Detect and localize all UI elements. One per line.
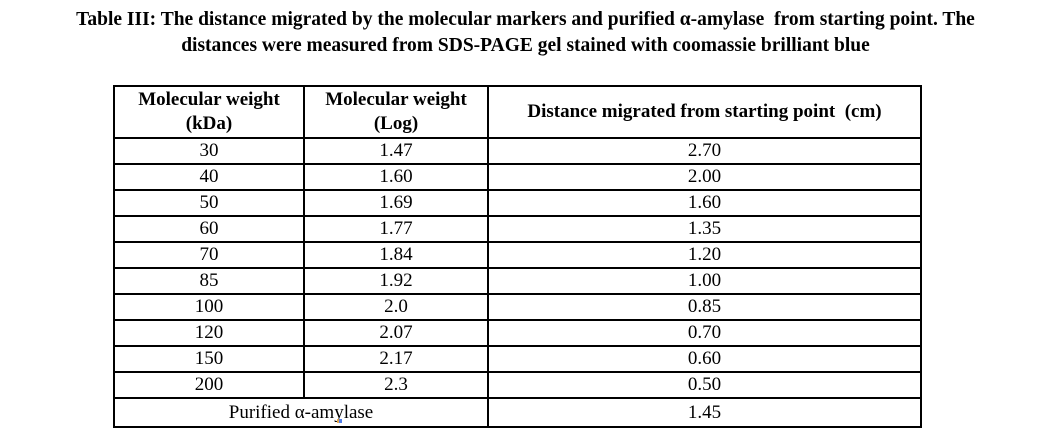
cell-distance: 1.00 xyxy=(487,267,922,295)
cell-distance: 1.35 xyxy=(487,215,922,243)
cell-distance: 0.70 xyxy=(487,319,922,347)
table-row: 60 1.77 1.35 xyxy=(113,215,922,243)
cell-kda: 70 xyxy=(113,241,305,269)
table-row: 200 2.3 0.50 xyxy=(113,371,922,399)
cell-log: 1.47 xyxy=(303,137,489,165)
cell-kda: 40 xyxy=(113,163,305,191)
cell-distance: 0.50 xyxy=(487,371,922,399)
cell-log: 1.92 xyxy=(303,267,489,295)
cell-log: 1.84 xyxy=(303,241,489,269)
cell-log: 1.69 xyxy=(303,189,489,217)
table-row-purified-amylase: Purified α-amylase 1.45 xyxy=(113,397,922,428)
header-distance-migrated: Distance migrated from starting point (c… xyxy=(487,85,922,139)
cell-log: 2.0 xyxy=(303,293,489,321)
cell-purified-amylase-distance: 1.45 xyxy=(487,397,922,428)
cell-distance: 1.20 xyxy=(487,241,922,269)
cell-distance: 2.70 xyxy=(487,137,922,165)
cell-kda: 30 xyxy=(113,137,305,165)
cell-distance: 0.85 xyxy=(487,293,922,321)
cell-kda: 150 xyxy=(113,345,305,373)
table-row: 50 1.69 1.60 xyxy=(113,189,922,217)
cell-kda: 85 xyxy=(113,267,305,295)
cell-log: 1.77 xyxy=(303,215,489,243)
cell-kda: 120 xyxy=(113,319,305,347)
cell-kda: 200 xyxy=(113,371,305,399)
cell-distance: 2.00 xyxy=(487,163,922,191)
cell-log: 2.3 xyxy=(303,371,489,399)
table-caption-line-1: Table III: The distance migrated by the … xyxy=(76,9,975,30)
table-row: 120 2.07 0.70 xyxy=(113,319,922,347)
scan-artifact xyxy=(337,419,342,423)
cell-log: 2.07 xyxy=(303,319,489,347)
cell-distance: 1.60 xyxy=(487,189,922,217)
table-row: 40 1.60 2.00 xyxy=(113,163,922,191)
table-caption-line-2: distances were measured from SDS-PAGE ge… xyxy=(181,35,870,56)
cell-distance: 0.60 xyxy=(487,345,922,373)
header-molecular-weight-log: Molecular weight (Log) xyxy=(303,85,489,139)
table-header-row: Molecular weight (kDa) Molecular weight … xyxy=(113,85,922,139)
header-molecular-weight-kda: Molecular weight (kDa) xyxy=(113,85,305,139)
cell-kda: 100 xyxy=(113,293,305,321)
table-row: 30 1.47 2.70 xyxy=(113,137,922,165)
table-row: 85 1.92 1.00 xyxy=(113,267,922,295)
table-row: 100 2.0 0.85 xyxy=(113,293,922,321)
migration-distance-table: Molecular weight (kDa) Molecular weight … xyxy=(113,85,922,428)
table-caption: Table III: The distance migrated by the … xyxy=(0,7,1051,59)
cell-purified-amylase-label: Purified α-amylase xyxy=(113,397,489,428)
cell-kda: 60 xyxy=(113,215,305,243)
table-row: 70 1.84 1.20 xyxy=(113,241,922,269)
cell-log: 1.60 xyxy=(303,163,489,191)
cell-log: 2.17 xyxy=(303,345,489,373)
table-row: 150 2.17 0.60 xyxy=(113,345,922,373)
cell-kda: 50 xyxy=(113,189,305,217)
